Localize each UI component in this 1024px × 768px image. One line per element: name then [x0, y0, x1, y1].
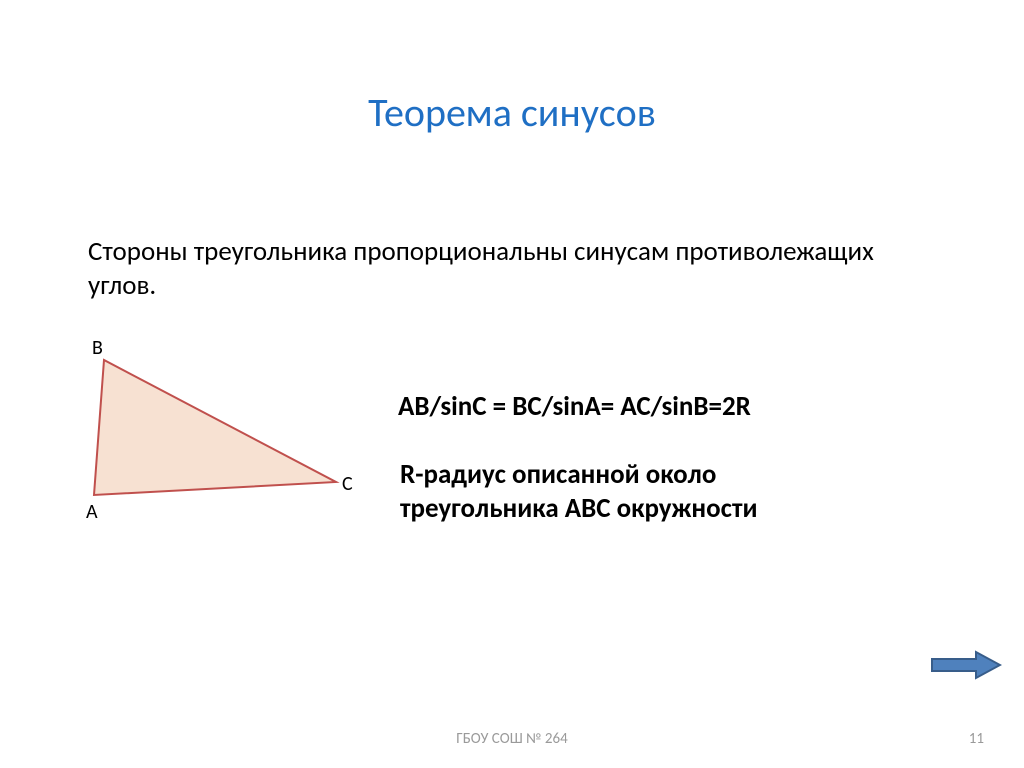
- radius-line2: треугольника ABC окружности: [400, 492, 758, 525]
- slide-title: Теорема синусов: [0, 88, 1024, 137]
- vertex-label-b: B: [92, 336, 103, 360]
- arrow-icon: [930, 650, 1002, 680]
- triangle-shape: [94, 360, 336, 495]
- triangle-diagram: A B C: [80, 340, 370, 530]
- page-number: 11: [969, 730, 984, 748]
- theorem-statement: Стороны треугольника пропорциональны син…: [88, 235, 878, 303]
- slide: Теорема синусов Стороны треугольника про…: [0, 0, 1024, 768]
- next-arrow[interactable]: [930, 650, 1002, 680]
- radius-line1: R-радиус описанной около: [400, 458, 716, 491]
- vertex-label-a: A: [86, 500, 98, 524]
- vertex-label-c: C: [342, 472, 353, 496]
- footer-text: ГБОУ СОШ № 264: [0, 730, 1024, 748]
- arrow-shape: [932, 652, 1000, 678]
- formula-text: AB/sinC = BC/sinA= AC/sinB=2R: [398, 390, 751, 423]
- radius-description: R-радиус описанной около треугольника AB…: [400, 458, 920, 526]
- triangle-svg: [80, 340, 370, 530]
